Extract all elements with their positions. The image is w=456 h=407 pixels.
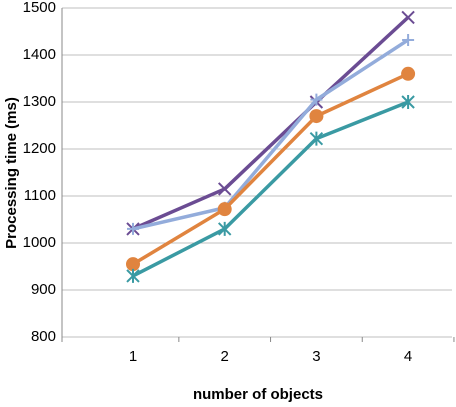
series-line [132, 72, 409, 266]
series-line [132, 38, 410, 231]
y-tick-label: 1000 [23, 234, 56, 251]
y-tick-label: 800 [31, 328, 56, 345]
x-tick-label: 1 [129, 348, 137, 365]
x-axis-label: number of objects [193, 386, 323, 403]
y-tick-label: 1100 [24, 187, 56, 204]
y-tick-label: 900 [31, 281, 56, 298]
marker [309, 109, 324, 124]
x-tick-label: 2 [221, 348, 229, 365]
marker [401, 66, 416, 81]
y-axis-label: Processing time (ms) [3, 97, 20, 249]
marker [126, 268, 140, 283]
series-line [132, 16, 410, 231]
x-tick-label: 4 [404, 348, 412, 365]
marker [309, 131, 324, 146]
marker [217, 202, 232, 217]
marker [401, 10, 415, 25]
marker [126, 257, 140, 272]
y-tick-label: 1200 [23, 140, 56, 157]
marker [401, 95, 415, 109]
marker [402, 33, 415, 46]
x-tick-label: 3 [312, 348, 320, 365]
y-tick-label: 1500 [23, 0, 56, 16]
marker [217, 221, 232, 236]
marker [217, 182, 232, 196]
series-line [132, 100, 409, 278]
y-tick-label: 1400 [23, 46, 56, 63]
marker [310, 93, 323, 106]
marker [127, 222, 139, 235]
y-tick-label: 1300 [23, 93, 56, 110]
